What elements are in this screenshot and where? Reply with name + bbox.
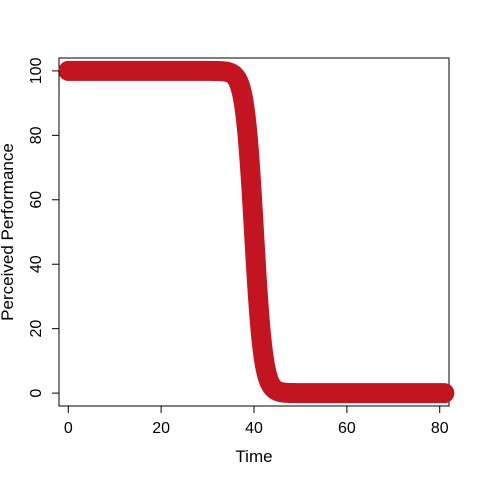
x-tick-label: 80 — [431, 420, 449, 437]
y-axis: 0 20 40 60 80 100 — [28, 57, 60, 398]
y-tick-label: 80 — [28, 126, 45, 144]
y-tick-label: 20 — [28, 320, 45, 338]
x-tick-label: 20 — [152, 420, 170, 437]
y-tick-label: 40 — [28, 255, 45, 273]
x-tick-label: 60 — [338, 420, 356, 437]
series-line-0 — [58, 60, 455, 404]
y-axis-label: Perceived Performance — [0, 143, 17, 321]
x-tick-label: 0 — [64, 420, 73, 437]
x-axis-label: Time — [235, 447, 272, 466]
y-tick-label: 100 — [28, 57, 45, 84]
x-tick-label: 40 — [245, 420, 263, 437]
y-tick-label: 60 — [28, 191, 45, 209]
series-layer — [58, 60, 455, 404]
y-tick-label: 0 — [28, 389, 45, 398]
x-axis: 0 20 40 60 80 — [64, 405, 449, 437]
